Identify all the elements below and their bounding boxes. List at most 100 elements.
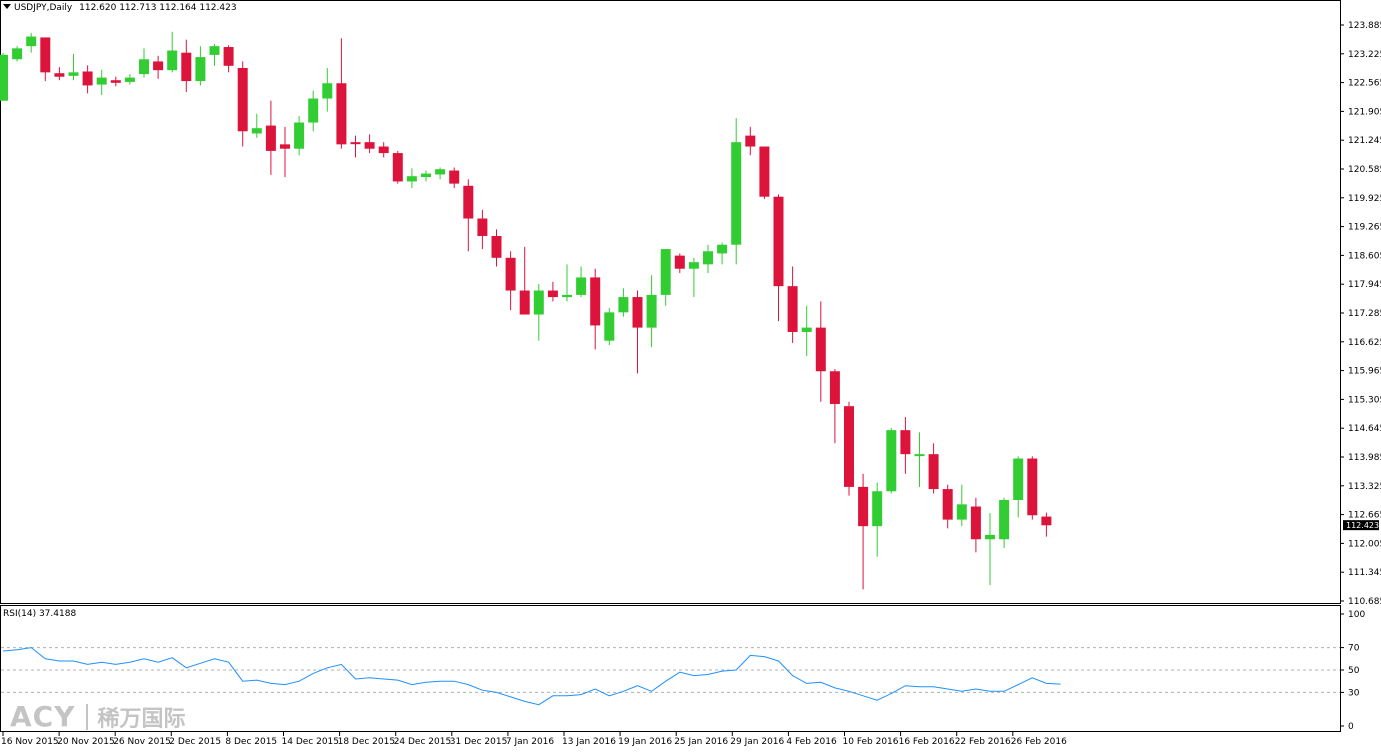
rsi-series-line [2, 647, 1061, 706]
candle-body [280, 144, 290, 149]
candle-body [618, 297, 629, 313]
candle [153, 55, 164, 79]
price-tick-label: 113.985 [1348, 453, 1381, 463]
price-tick-label: 118.605 [1348, 251, 1381, 261]
candle [350, 135, 361, 158]
candle-body [759, 146, 770, 197]
candle [280, 126, 290, 178]
candle [237, 61, 248, 147]
candle-body [900, 430, 911, 455]
candle-body [674, 255, 685, 269]
candle-body [985, 534, 995, 540]
candle [688, 257, 699, 298]
price-tick-label: 123.225 [1348, 50, 1381, 60]
candle-body [970, 506, 981, 540]
candle [632, 290, 643, 374]
price-marker-box [1343, 520, 1379, 531]
rsi-tick-label: 70 [1348, 644, 1360, 654]
rsi-tick-label: 50 [1348, 666, 1360, 676]
price-tick-label: 121.245 [1348, 136, 1381, 146]
rsi-tick-label: 0 [1348, 722, 1354, 732]
candle [26, 33, 37, 53]
candle [181, 39, 192, 92]
candle-body [815, 327, 826, 372]
candle-body [378, 146, 389, 154]
candle-body [928, 454, 939, 490]
price-tick-label: 115.965 [1348, 367, 1381, 377]
candle-body [1013, 458, 1024, 500]
candle-body [96, 77, 107, 85]
candle-body [124, 77, 135, 82]
candle-body [364, 142, 375, 149]
rsi-tick-label: 30 [1348, 688, 1360, 698]
candle [900, 417, 911, 474]
candle-body [505, 257, 516, 291]
candle-body [68, 72, 79, 76]
candle [985, 513, 995, 586]
candle [364, 134, 375, 154]
candle-body [533, 290, 544, 315]
price-tick-label: 114.645 [1348, 424, 1381, 434]
candle-body [717, 244, 728, 254]
candle-body [406, 176, 417, 182]
candle [590, 268, 601, 350]
time-tick-label: 4 Feb 2016 [786, 737, 837, 747]
candle [1013, 456, 1024, 518]
candle [604, 307, 615, 346]
candle [209, 43, 220, 66]
price-panel-frame [0, 0, 1341, 604]
dropdown-triangle-icon[interactable] [3, 4, 11, 9]
candle-body [787, 286, 798, 332]
candle-body [336, 83, 347, 145]
time-tick-label: 16 Feb 2016 [899, 737, 955, 747]
ohlc-label: 112.620 112.713 112.164 112.423 [79, 3, 237, 13]
time-tick-label: 31 Dec 2015 [450, 737, 508, 747]
candle [463, 179, 474, 252]
candle [96, 69, 107, 96]
price-tick-label: 110.685 [1348, 597, 1381, 607]
candle-body [449, 170, 460, 184]
candle [68, 54, 79, 81]
candle [942, 484, 953, 529]
candle-body [392, 153, 403, 182]
time-tick-label: 16 Nov 2015 [1, 737, 59, 747]
time-tick-label: 19 Jan 2016 [618, 737, 672, 747]
time-tick-label: 26 Nov 2015 [113, 737, 171, 747]
candle [1027, 456, 1038, 520]
candle [646, 275, 657, 348]
candle-body [322, 83, 333, 99]
candle-body [139, 59, 149, 75]
candle [54, 67, 65, 81]
candles-layer [0, 31, 1052, 590]
time-tick-label: 26 Feb 2016 [1011, 737, 1067, 747]
candle [914, 432, 925, 487]
candle [970, 497, 981, 553]
candle-body [195, 57, 206, 82]
price-tick-label: 119.265 [1348, 223, 1381, 233]
candle [449, 167, 460, 188]
candle-body [181, 52, 192, 82]
chart-header[interactable]: USDJPY,Daily 112.620 112.713 112.164 112… [3, 3, 237, 13]
price-tick-label: 120.585 [1348, 165, 1381, 175]
candle [872, 482, 883, 557]
candle [294, 115, 305, 156]
candle-body [646, 294, 657, 328]
candle-body [688, 262, 699, 269]
symbol-label: USDJPY,Daily [14, 3, 73, 13]
candle-body [435, 169, 446, 175]
rsi-axis: 100 70 50 30 0 [1340, 610, 1365, 732]
candle-body [914, 454, 925, 457]
candle [674, 253, 685, 274]
time-tick-label: 14 Dec 2015 [282, 737, 340, 747]
candle [745, 126, 756, 156]
candle-body [421, 173, 431, 178]
price-tick-label: 113.325 [1348, 482, 1381, 492]
candle [660, 249, 671, 306]
time-tick-label: 18 Dec 2015 [338, 737, 396, 747]
candle [12, 46, 23, 62]
candle [477, 209, 488, 250]
candle [251, 113, 262, 138]
candle [223, 45, 234, 73]
candle-body [999, 499, 1010, 540]
candle [505, 251, 516, 311]
